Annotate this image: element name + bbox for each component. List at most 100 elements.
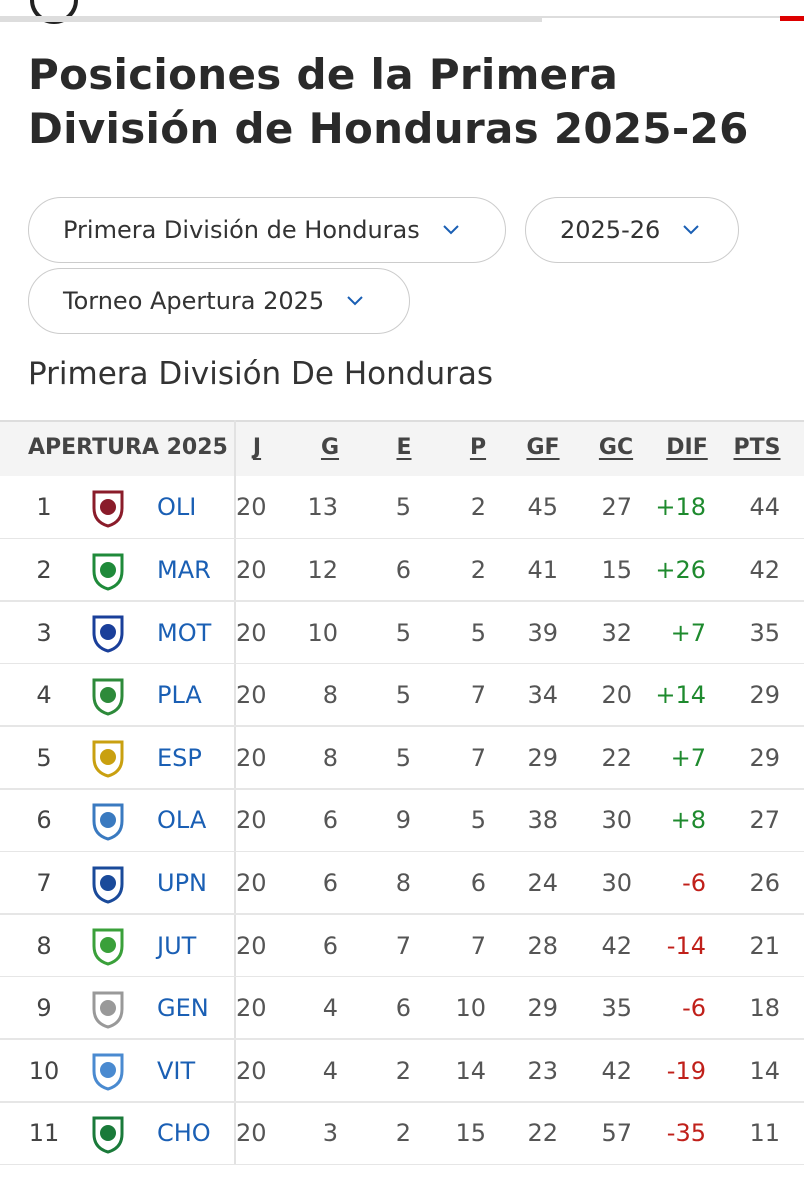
- goal-difference: +18: [655, 493, 706, 522]
- rank: 9: [36, 994, 52, 1023]
- stat: 15: [455, 1119, 486, 1148]
- stat: 6: [322, 931, 338, 960]
- played: 20: [236, 931, 267, 960]
- goal-difference: +14: [655, 681, 706, 710]
- goal-difference: +7: [670, 743, 706, 772]
- stat: 7: [470, 743, 486, 772]
- played: 20: [236, 743, 267, 772]
- stat: 5: [470, 806, 486, 835]
- logo-shape: [92, 615, 124, 653]
- stat: 42: [601, 931, 632, 960]
- rank: 1: [36, 493, 52, 522]
- stat: 23: [527, 1056, 558, 1085]
- goal-difference: -6: [682, 868, 706, 897]
- row-divider: [0, 600, 804, 602]
- stat: 22: [601, 743, 632, 772]
- stat: 7: [395, 931, 411, 960]
- team-logo: [88, 613, 128, 653]
- team-logo: [88, 926, 128, 966]
- stat: 4: [322, 994, 338, 1023]
- page-title: División de Honduras 2025-26: [28, 104, 749, 153]
- chevron: [683, 225, 699, 235]
- team-code: MOT: [157, 618, 212, 647]
- rank: 4: [36, 681, 52, 710]
- stat: 30: [601, 868, 632, 897]
- played: 20: [236, 555, 267, 584]
- team-code: MAR: [157, 555, 211, 584]
- logo-shape: [92, 740, 124, 778]
- played: 20: [236, 493, 267, 522]
- stat: 22: [527, 1119, 558, 1148]
- stat: 6: [395, 555, 411, 584]
- played: 20: [236, 868, 267, 897]
- page-title: Posiciones de la Primera: [28, 50, 619, 99]
- stat: 2: [470, 493, 486, 522]
- goal-difference: +8: [670, 806, 706, 835]
- logo-shape: [92, 678, 124, 716]
- played: 20: [236, 681, 267, 710]
- stat: 24: [527, 868, 558, 897]
- logo-shape: [92, 803, 124, 841]
- stat: 15: [601, 555, 632, 584]
- team-code: JUT: [157, 931, 197, 960]
- stat: 27: [749, 806, 780, 835]
- column-divider: [234, 420, 236, 1165]
- dropdown[interactable]: Primera División de Honduras: [28, 197, 506, 263]
- stat: 11: [749, 1119, 780, 1148]
- chevron: [443, 225, 459, 235]
- stat: 28: [527, 931, 558, 960]
- logo-shape: [92, 553, 124, 591]
- header-bg: [0, 420, 804, 476]
- logo-shape: [92, 991, 124, 1029]
- rank: 2: [36, 555, 52, 584]
- row-divider: [0, 1163, 804, 1166]
- logo-shape: [92, 928, 124, 966]
- team-logo: [88, 989, 128, 1029]
- row-divider: [0, 975, 804, 978]
- column-header: DIF: [666, 435, 708, 460]
- stat: 5: [395, 618, 411, 647]
- row-divider: [0, 788, 804, 790]
- goal-difference: -35: [666, 1119, 706, 1148]
- stat: 6: [395, 994, 411, 1023]
- stat: 7: [470, 931, 486, 960]
- rank: 8: [36, 931, 52, 960]
- stat: 39: [527, 618, 558, 647]
- stat: 2: [470, 555, 486, 584]
- row-divider: [0, 1038, 804, 1040]
- team-code: CHO: [157, 1119, 211, 1148]
- row-divider: [0, 725, 804, 727]
- stat: 34: [527, 681, 558, 710]
- team-code: PLA: [157, 681, 202, 710]
- stat: 5: [395, 681, 411, 710]
- rank: 6: [36, 806, 52, 835]
- stat: 12: [307, 555, 338, 584]
- stat: 27: [601, 493, 632, 522]
- dropdown[interactable]: 2025-26: [525, 197, 739, 263]
- dropdown[interactable]: Torneo Apertura 2025: [28, 268, 410, 334]
- chevron: [347, 296, 363, 306]
- logo-shape: [92, 1116, 124, 1154]
- column-header: PTS: [733, 435, 781, 460]
- stat: 5: [395, 743, 411, 772]
- stat: 8: [322, 681, 338, 710]
- goal-difference: -19: [666, 1056, 706, 1085]
- stat: 9: [395, 806, 411, 835]
- stat: 29: [527, 994, 558, 1023]
- logo-shape: [92, 1053, 124, 1091]
- column-header: P: [469, 435, 487, 460]
- team-code: UPN: [157, 868, 207, 897]
- row-divider: [0, 850, 804, 853]
- team-logo: [88, 488, 128, 528]
- stat: 2: [395, 1119, 411, 1148]
- column-header: APERTURA 2025: [28, 435, 228, 460]
- column-header: J: [252, 435, 262, 460]
- team-logo: [88, 864, 128, 904]
- team-logo: [88, 738, 128, 778]
- team-logo: [88, 551, 128, 591]
- stat: 6: [322, 806, 338, 835]
- stat: 10: [455, 994, 486, 1023]
- row-divider: [0, 913, 804, 915]
- played: 20: [236, 994, 267, 1023]
